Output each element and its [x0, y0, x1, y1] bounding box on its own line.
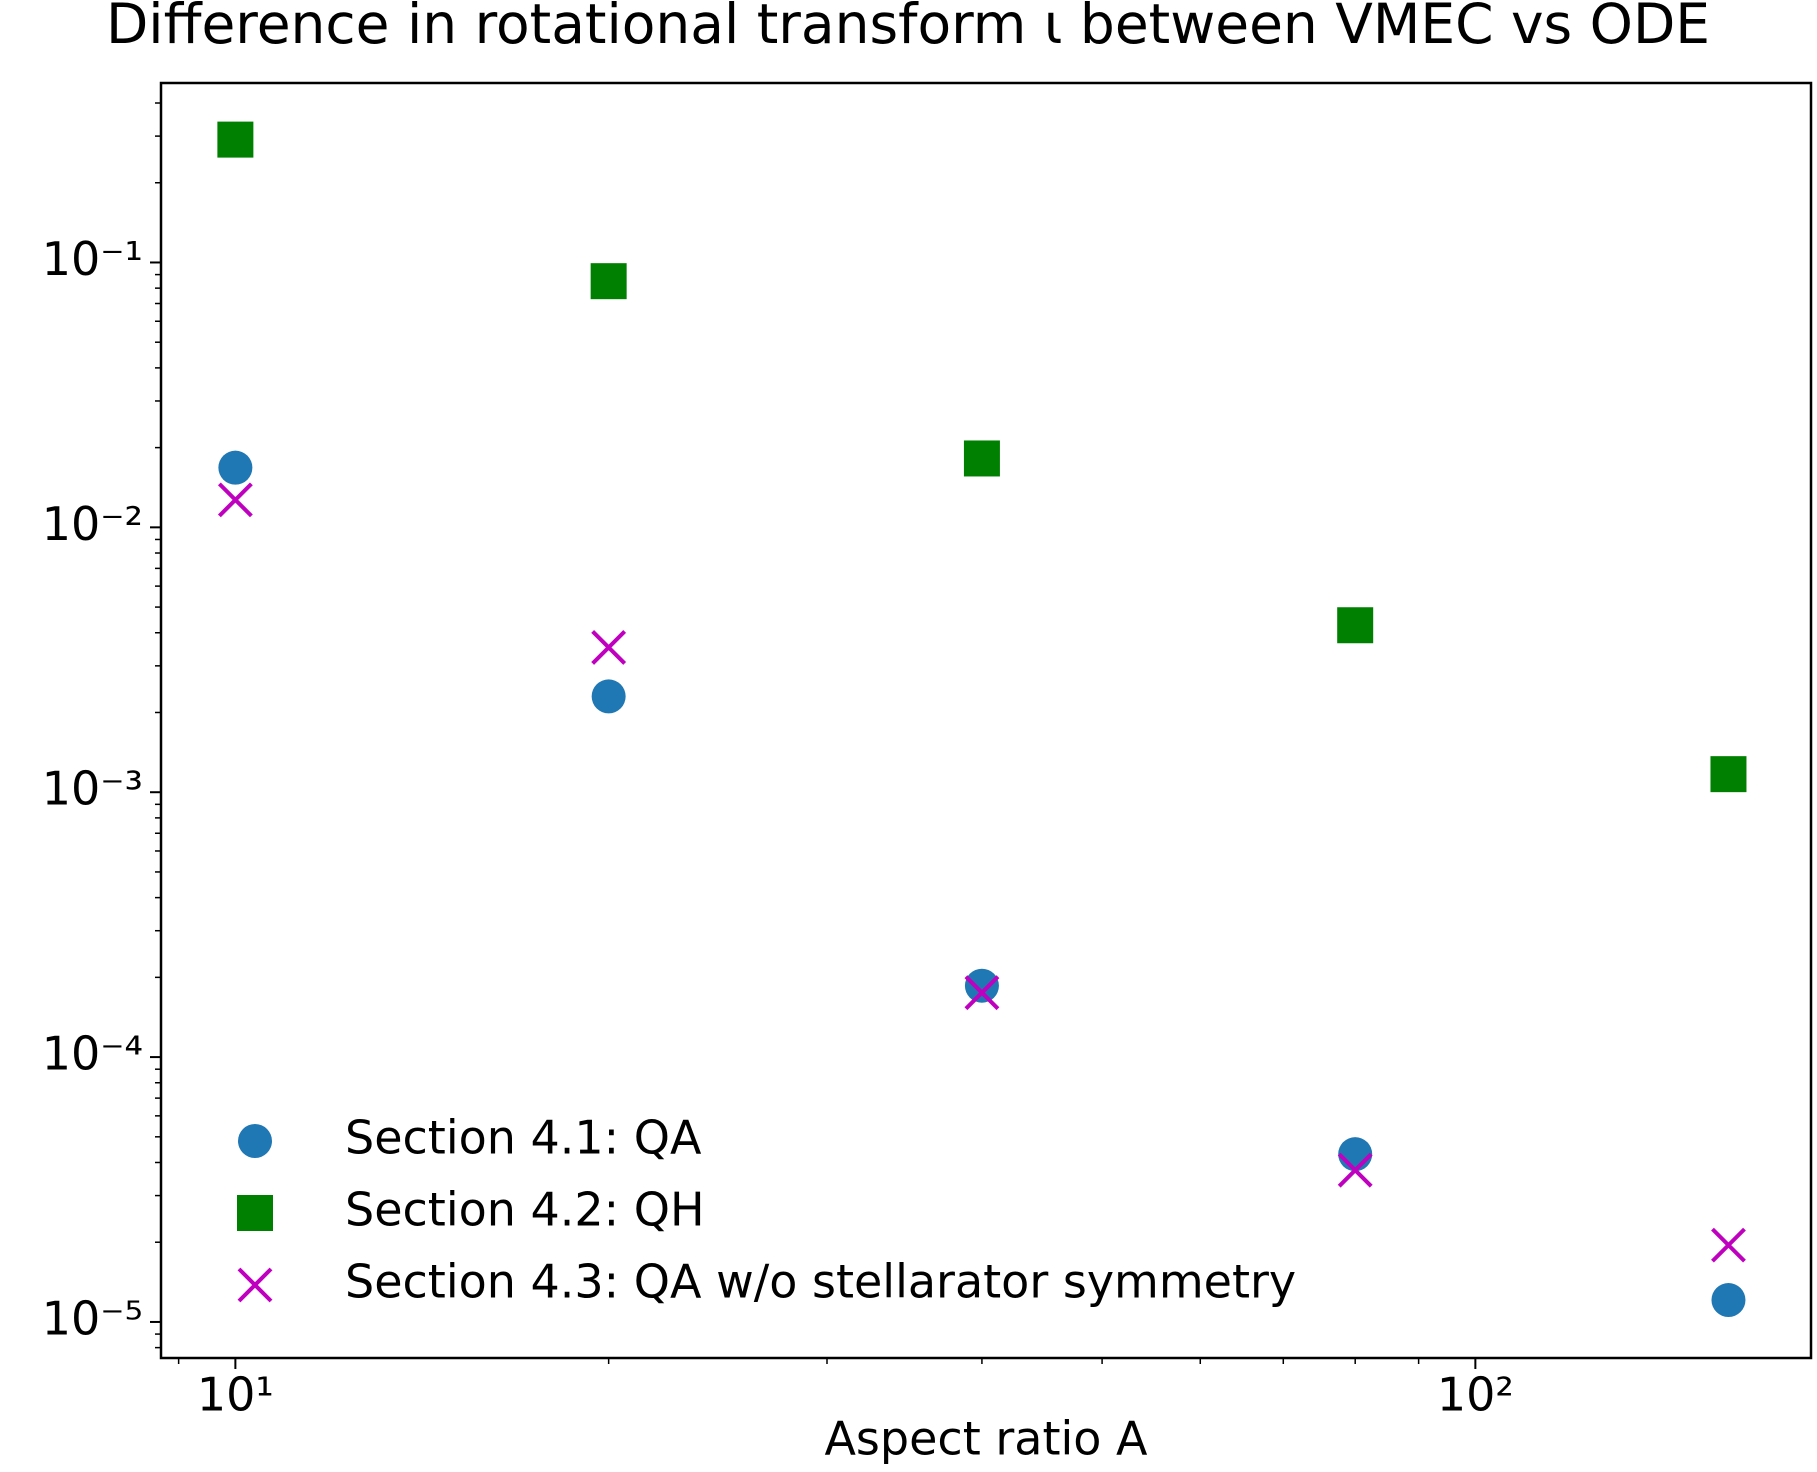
legend-label: Section 4.3: QA w/o stellarator symmetry — [345, 1255, 1296, 1309]
x-tick-label: 10¹ — [197, 1368, 274, 1422]
point — [964, 975, 1000, 1011]
point — [1337, 607, 1374, 644]
point — [964, 968, 999, 1003]
legend-label: Section 4.1: QA — [345, 1111, 702, 1165]
point — [217, 121, 254, 158]
x-tick-label: 10² — [1437, 1368, 1514, 1422]
y-tick-label: 10⁻³ — [42, 762, 143, 816]
point — [591, 630, 627, 665]
legend-marker — [238, 1124, 272, 1158]
legend-marker — [237, 1195, 273, 1231]
plot-frame — [159, 81, 1813, 1360]
y-tick-label: 10⁻¹ — [42, 232, 143, 286]
point — [1338, 1137, 1373, 1172]
point — [217, 482, 253, 518]
point — [963, 440, 1000, 477]
legend-label: Section 4.2: QH — [345, 1183, 705, 1237]
point — [218, 450, 253, 485]
point — [1711, 1283, 1746, 1318]
point — [590, 263, 627, 300]
point — [1710, 756, 1747, 793]
y-tick-label: 10⁻² — [42, 497, 143, 551]
chart-title: Difference in rotational transform ι bet… — [106, 0, 1710, 56]
y-tick-label: 10⁻⁵ — [42, 1291, 143, 1345]
point — [591, 679, 626, 714]
point — [1337, 1152, 1373, 1188]
legend-marker — [237, 1267, 273, 1303]
x-axis-label: Aspect ratio A — [824, 1412, 1148, 1466]
point — [1711, 1227, 1746, 1263]
y-tick-label: 10⁻⁴ — [42, 1027, 143, 1081]
